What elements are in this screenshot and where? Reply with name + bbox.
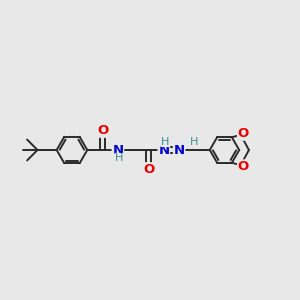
Text: N: N [112, 143, 124, 157]
Text: O: O [238, 160, 249, 173]
Text: H: H [190, 137, 199, 147]
Text: O: O [97, 124, 108, 137]
Text: N: N [174, 143, 185, 157]
Text: H: H [115, 153, 123, 163]
Text: N: N [158, 143, 169, 157]
Text: O: O [143, 163, 154, 176]
Text: H: H [160, 137, 169, 147]
Text: O: O [238, 127, 249, 140]
